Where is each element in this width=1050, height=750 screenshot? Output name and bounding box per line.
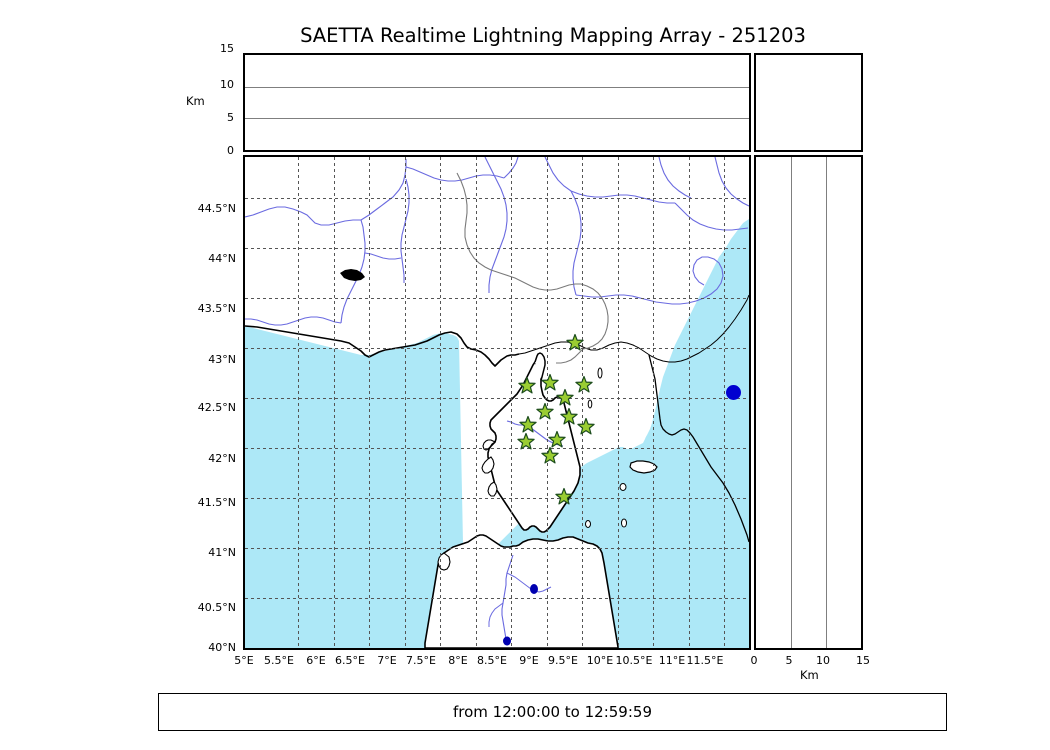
center-marker[interactable] bbox=[725, 385, 741, 401]
map-gridline-lon-10 bbox=[618, 157, 619, 648]
side-gridline-5km bbox=[791, 157, 792, 648]
map-xtick-9: 9°E bbox=[519, 654, 539, 667]
map-gridline-lat-41 bbox=[245, 548, 749, 549]
map-ytick-43.5: 43.5°N bbox=[197, 302, 236, 315]
map-xtick-11: 11°E bbox=[658, 654, 686, 667]
map-gridline-lon-7 bbox=[405, 157, 406, 648]
map-panel[interactable] bbox=[243, 155, 751, 650]
side-gridline-10km bbox=[826, 157, 827, 648]
map-gridline-lon-8 bbox=[476, 157, 477, 648]
top-gridline-5km bbox=[245, 118, 749, 120]
map-gridline-lat-42 bbox=[245, 448, 749, 449]
map-gridline-lon-9.5 bbox=[582, 157, 583, 648]
map-gridline-lon-6.5 bbox=[369, 157, 370, 648]
top-cross-section-panel[interactable] bbox=[243, 53, 751, 152]
map-xtick-7: 7°E bbox=[377, 654, 397, 667]
map-gridline-lat-44.5 bbox=[245, 198, 749, 199]
map-gridline-lon-10.5 bbox=[653, 157, 654, 648]
top-ytick-10: 10 bbox=[220, 78, 234, 91]
map-gridline-lat-43.5 bbox=[245, 298, 749, 299]
map-gridline-lon-5.5 bbox=[298, 157, 299, 648]
side-xtick-15: 15 bbox=[856, 654, 870, 667]
map-gridline-lat-43 bbox=[245, 348, 749, 349]
map-xtick-8.5: 8.5°E bbox=[477, 654, 507, 667]
map-xtick-8: 8°E bbox=[448, 654, 468, 667]
map-xtick-6.5: 6.5°E bbox=[335, 654, 365, 667]
map-xtick-7.5: 7.5°E bbox=[406, 654, 436, 667]
side-xtick-5: 5 bbox=[785, 654, 793, 667]
side-xtick-0: 0 bbox=[750, 654, 758, 667]
side-panel-axis-label: Km bbox=[800, 668, 819, 682]
map-ytick-40: 40°N bbox=[208, 641, 236, 654]
map-gridline-lon-9 bbox=[547, 157, 548, 648]
page-title: SAETTA Realtime Lightning Mapping Array … bbox=[300, 24, 806, 47]
top-gridline-10km bbox=[245, 86, 749, 88]
map-xtick-10: 10°E bbox=[586, 654, 614, 667]
map-xtick-10.5: 10.5°E bbox=[615, 654, 653, 667]
map-gridline-lat-44 bbox=[245, 248, 749, 249]
time-range-text: from 12:00:00 to 12:59:59 bbox=[452, 703, 652, 721]
map-ytick-41: 41°N bbox=[208, 546, 236, 559]
map-ytick-42: 42°N bbox=[208, 452, 236, 465]
map-gridline-lat-40.5 bbox=[245, 598, 749, 599]
map-gridline-lon-8.5 bbox=[511, 157, 512, 648]
map-gridline-lon-11.5 bbox=[724, 157, 725, 648]
top-ytick-0: 0 bbox=[227, 144, 234, 157]
map-ytick-43: 43°N bbox=[208, 353, 236, 366]
status-bar[interactable]: from 12:00:00 to 12:59:59 bbox=[158, 693, 947, 731]
corner-panel[interactable] bbox=[754, 53, 863, 152]
map-gridline-lat-41.5 bbox=[245, 498, 749, 499]
map-ytick-42.5: 42.5°N bbox=[197, 401, 236, 414]
map-ytick-41.5: 41.5°N bbox=[197, 496, 236, 509]
map-gridline-lat-42.5 bbox=[245, 398, 749, 399]
map-geography bbox=[245, 157, 749, 648]
map-xtick-5: 5°E bbox=[234, 654, 254, 667]
map-xtick-11.5: 11.5°E bbox=[686, 654, 724, 667]
top-panel-axis-label: Km bbox=[186, 94, 205, 108]
top-ytick-5: 5 bbox=[227, 111, 234, 124]
map-xtick-9.5: 9.5°E bbox=[548, 654, 578, 667]
map-xtick-6: 6°E bbox=[306, 654, 326, 667]
map-ytick-40.5: 40.5°N bbox=[197, 601, 236, 614]
map-gridline-lon-6 bbox=[334, 157, 335, 648]
map-gridline-lon-11 bbox=[689, 157, 690, 648]
side-xtick-10: 10 bbox=[816, 654, 830, 667]
map-gridline-lon-7.5 bbox=[440, 157, 441, 648]
map-ytick-44: 44°N bbox=[208, 252, 236, 265]
side-cross-section-panel[interactable] bbox=[754, 155, 863, 650]
map-ytick-44.5: 44.5°N bbox=[197, 202, 236, 215]
map-xtick-5.5: 5.5°E bbox=[264, 654, 294, 667]
top-ytick-15: 15 bbox=[220, 42, 234, 55]
